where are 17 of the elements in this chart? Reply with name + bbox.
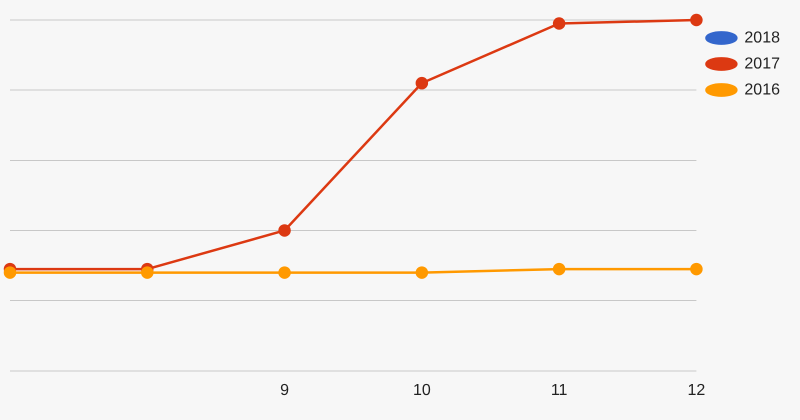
x-tick-label: 10 [412,382,431,399]
point [416,76,428,90]
point [141,266,154,279]
legend-label: 2016 [744,81,780,98]
point [552,17,566,30]
legend-label: 2018 [744,29,780,46]
point [416,266,428,279]
x-tick-label: 9 [280,382,290,399]
point [690,262,703,276]
point [4,266,16,279]
point [690,14,703,26]
legend-label: 2017 [744,55,780,72]
point [552,262,566,276]
x-tick-label: 12 [688,382,706,399]
point [278,266,291,279]
x-tick-label: 11 [550,382,568,399]
point [278,224,291,237]
